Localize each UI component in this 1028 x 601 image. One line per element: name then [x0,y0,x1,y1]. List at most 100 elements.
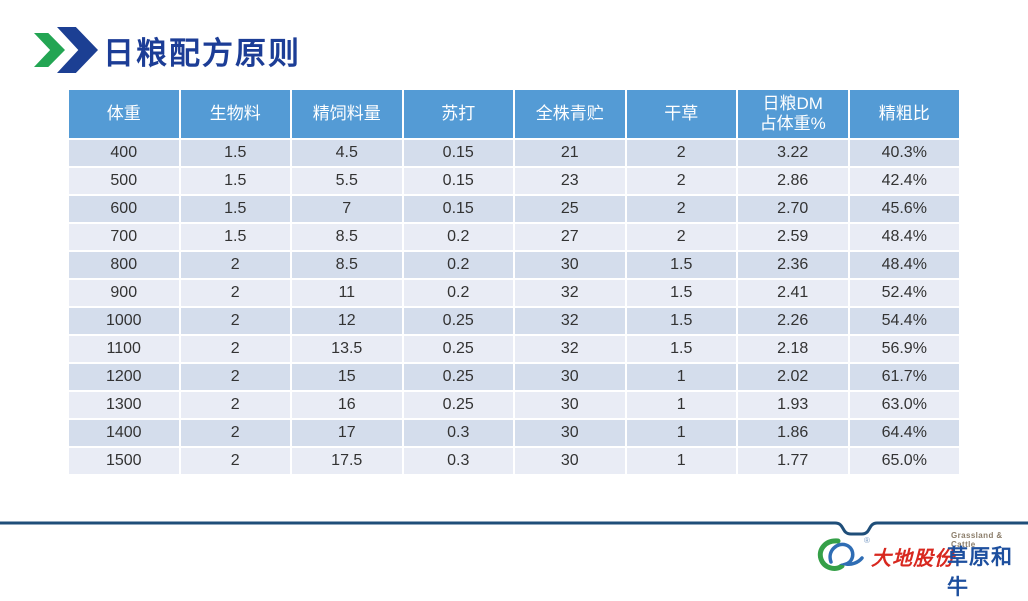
table-cell: 11 [290,278,404,308]
registered-trademark: ® [864,536,870,545]
table-cell: 2 [178,278,292,308]
table-cell: 40.3% [847,138,961,168]
table-cell: 2 [624,222,738,252]
table-cell: 1 [624,418,738,448]
table-cell: 0.15 [401,138,515,168]
column-header: 精饲料量 [290,88,404,140]
table-cell: 32 [513,306,627,336]
table-cell: 2 [178,418,292,448]
table-cell: 32 [513,334,627,364]
table-cell: 13.5 [290,334,404,364]
table-cell: 600 [67,194,181,224]
table-cell: 1500 [67,446,181,476]
page-title: 日粮配方原则 [103,36,301,71]
table-header-row: 体重 生物料 精饲料量 苏打 全株青贮 干草 日粮DM 占体重% 精粗比 [67,88,961,140]
table-cell: 0.25 [401,334,515,364]
table-cell: 32 [513,278,627,308]
table-cell: 56.9% [847,334,961,364]
table-cell: 700 [67,222,181,252]
table-cell: 3.22 [736,138,850,168]
table-cell: 8.5 [290,222,404,252]
table-cell: 1.5 [178,222,292,252]
table-cell: 900 [67,278,181,308]
column-header: 日粮DM 占体重% [736,88,850,140]
dadi-logo-icon [817,538,864,571]
table-cell: 1.5 [624,306,738,336]
column-header: 精粗比 [847,88,961,140]
table-cell: 16 [290,390,404,420]
table-cell: 64.4% [847,418,961,448]
table-row: 800 2 8.5 0.2 30 1.5 2.36 48.4% [67,250,961,280]
table-row: 1400 2 17 0.3 30 1 1.86 64.4% [67,418,961,448]
table-cell: 0.2 [401,222,515,252]
table-cell: 1.5 [624,278,738,308]
column-header: 全株青贮 [513,88,627,140]
table-cell: 2 [178,446,292,476]
table-cell: 2.36 [736,250,850,280]
table-cell: 1.86 [736,418,850,448]
table-cell: 1.77 [736,446,850,476]
table-cell: 25 [513,194,627,224]
table-cell: 8.5 [290,250,404,280]
column-header: 体重 [67,88,181,140]
table-cell: 2 [178,306,292,336]
table-cell: 2 [178,250,292,280]
column-header: 生物料 [178,88,292,140]
table-cell: 0.25 [401,306,515,336]
table-cell: 23 [513,166,627,196]
table-cell: 0.15 [401,194,515,224]
table-cell: 45.6% [847,194,961,224]
table-row: 700 1.5 8.5 0.2 27 2 2.59 48.4% [67,222,961,252]
table-cell: 0.3 [401,418,515,448]
brand-name: 草原和牛 [947,546,1013,599]
table-cell: 30 [513,418,627,448]
table-cell: 4.5 [290,138,404,168]
table-cell: 2 [624,194,738,224]
table-cell: 2.70 [736,194,850,224]
table-cell: 1200 [67,362,181,392]
table-cell: 2.18 [736,334,850,364]
table-cell: 1400 [67,418,181,448]
table-cell: 63.0% [847,390,961,420]
diet-table: 体重 生物料 精饲料量 苏打 全株青贮 干草 日粮DM 占体重% 精粗比 400 1.5 4.5 0… [67,88,961,476]
table-cell: 2.02 [736,362,850,392]
table-cell: 0.2 [401,278,515,308]
table-cell: 15 [290,362,404,392]
table-cell: 17.5 [290,446,404,476]
table-cell: 1300 [67,390,181,420]
table-row: 1200 2 15 0.25 30 1 2.02 61.7% [67,362,961,392]
table-cell: 0.15 [401,166,515,196]
table-cell: 1.5 [624,250,738,280]
table-cell: 0.25 [401,362,515,392]
table-row: 500 1.5 5.5 0.15 23 2 2.86 42.4% [67,166,961,196]
table-cell: 61.7% [847,362,961,392]
table-cell: 2.26 [736,306,850,336]
table-row: 1000 2 12 0.25 32 1.5 2.26 54.4% [67,306,961,336]
table-cell: 1.5 [178,194,292,224]
table-row: 900 2 11 0.2 32 1.5 2.41 52.4% [67,278,961,308]
table-cell: 1.5 [178,138,292,168]
table-cell: 2.41 [736,278,850,308]
table-cell: 42.4% [847,166,961,196]
table-row: 400 1.5 4.5 0.15 21 2 3.22 40.3% [67,138,961,168]
table-cell: 1000 [67,306,181,336]
table-cell: 65.0% [847,446,961,476]
table-cell: 0.2 [401,250,515,280]
column-header: 苏打 [401,88,515,140]
table-cell: 48.4% [847,250,961,280]
table-cell: 12 [290,306,404,336]
table-cell: 2.59 [736,222,850,252]
table-body: 400 1.5 4.5 0.15 21 2 3.22 40.3% 500 1.5 5.5 0.15 23… [67,138,961,476]
table-row: 1300 2 16 0.25 30 1 1.93 63.0% [67,390,961,420]
table-cell: 30 [513,390,627,420]
table-cell: 5.5 [290,166,404,196]
column-header: 干草 [624,88,738,140]
table-cell: 2 [178,390,292,420]
table-cell: 800 [67,250,181,280]
table-cell: 27 [513,222,627,252]
table-cell: 2.86 [736,166,850,196]
brand-subtitle: Grassland & Cattle [951,531,1003,549]
table-cell: 500 [67,166,181,196]
table-cell: 0.25 [401,390,515,420]
table-cell: 48.4% [847,222,961,252]
